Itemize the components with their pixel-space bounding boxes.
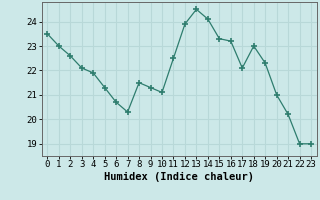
- X-axis label: Humidex (Indice chaleur): Humidex (Indice chaleur): [104, 172, 254, 182]
